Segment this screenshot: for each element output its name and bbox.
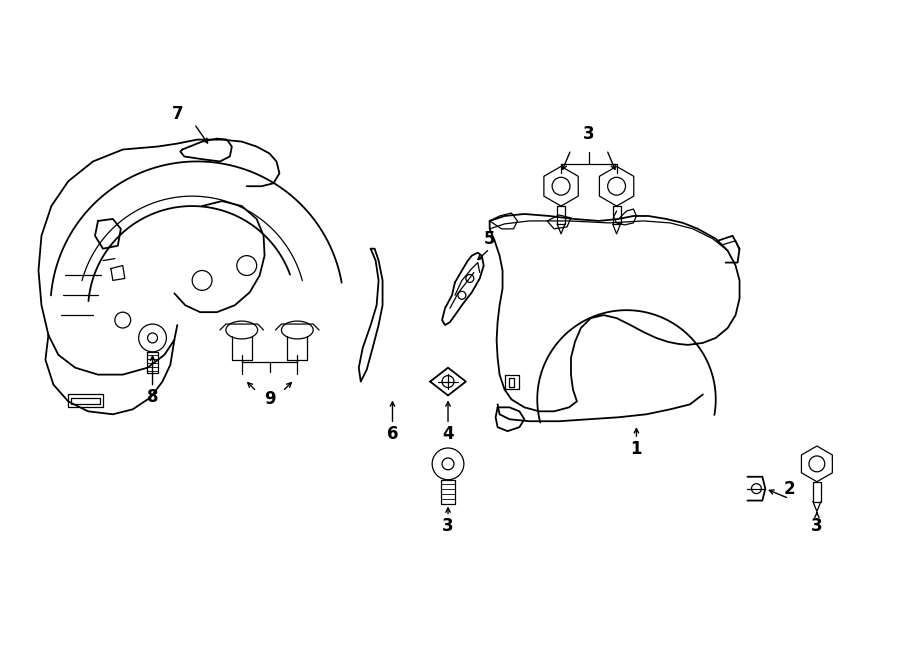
Text: 4: 4 [442, 425, 454, 443]
Text: 6: 6 [387, 425, 398, 443]
Text: 3: 3 [811, 518, 823, 535]
Text: 1: 1 [631, 440, 643, 458]
Text: 3: 3 [442, 518, 454, 535]
Text: 9: 9 [264, 391, 275, 408]
Text: 8: 8 [147, 389, 158, 407]
Text: 3: 3 [583, 125, 595, 143]
Text: 2: 2 [783, 480, 795, 498]
Text: 7: 7 [172, 105, 183, 123]
Text: 5: 5 [484, 230, 495, 248]
